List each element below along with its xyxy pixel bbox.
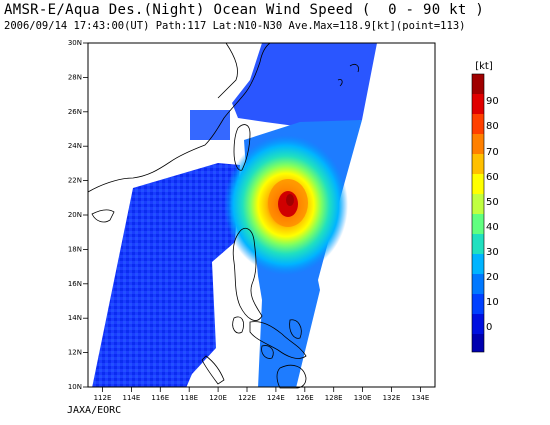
coast-china <box>87 42 271 193</box>
lat-label: 26N <box>68 108 82 116</box>
colorbar-tick: 30 <box>486 247 499 258</box>
lat-axis: 30N 28N 26N 24N 22N 20N 18N 16N 14N 12N … <box>68 39 88 391</box>
lon-label: 112E <box>94 394 112 402</box>
credit-label: JAXA/EORC <box>67 405 122 416</box>
lat-label: 28N <box>68 73 82 81</box>
colorbar: [kt] 90 80 70 60 50 40 30 20 10 0 <box>471 61 499 353</box>
lat-label: 20N <box>68 211 82 219</box>
lon-label: 116E <box>151 394 169 402</box>
colorbar-tick: 40 <box>486 222 499 233</box>
island-visayas <box>249 321 307 359</box>
colorbar-unit: [kt] <box>475 61 493 72</box>
colorbar-tick: 0 <box>486 322 492 333</box>
lon-axis: 112E 114E 116E 118E 120E 122E 124E 126E … <box>94 387 430 402</box>
coast-china-north <box>217 42 238 99</box>
swath-southwest <box>92 163 240 387</box>
island-taiwan <box>233 124 251 171</box>
lon-label: 126E <box>296 394 314 402</box>
lat-label: 30N <box>68 39 82 47</box>
colorbar-tick: 70 <box>486 147 499 158</box>
lat-label: 12N <box>68 349 82 357</box>
lat-label: 10N <box>68 383 82 391</box>
lon-label: 118E <box>180 394 198 402</box>
lon-label: 122E <box>238 394 256 402</box>
lon-label: 130E <box>354 394 372 402</box>
lat-label: 18N <box>68 245 82 253</box>
colorbar-tick: 60 <box>486 172 499 183</box>
island-luzon <box>232 227 263 321</box>
lat-label: 14N <box>68 314 82 322</box>
lon-label: 134E <box>412 394 430 402</box>
lat-label: 24N <box>68 142 82 150</box>
swath-north <box>232 43 377 128</box>
island-samar <box>289 319 302 339</box>
island-mindanao <box>276 364 307 389</box>
lon-label: 114E <box>123 394 141 402</box>
lat-label: 22N <box>68 177 82 185</box>
island-palawan <box>201 355 225 385</box>
colorbar-tick: 20 <box>486 272 499 283</box>
lon-label: 124E <box>267 394 285 402</box>
colorbar-tick: 90 <box>486 96 499 107</box>
lat-label: 16N <box>68 280 82 288</box>
land-outlines <box>87 42 359 389</box>
page-title: AMSR-E/Aqua Des.(Night) Ocean Wind Speed… <box>4 2 485 18</box>
colorbar-tick: 10 <box>486 297 499 308</box>
page-subtitle: 2006/09/14 17:43:00(UT) Path:117 Lat:N10… <box>4 20 466 32</box>
island-mindoro <box>232 316 244 334</box>
colorbar-tick: 50 <box>486 197 499 208</box>
island-panay <box>261 345 274 359</box>
colorbar-tick: 80 <box>486 121 499 132</box>
lon-label: 128E <box>325 394 343 402</box>
lon-label: 132E <box>383 394 401 402</box>
coast-ryukyu <box>337 64 359 87</box>
lon-label: 120E <box>209 394 227 402</box>
coast-hainan <box>91 209 115 223</box>
